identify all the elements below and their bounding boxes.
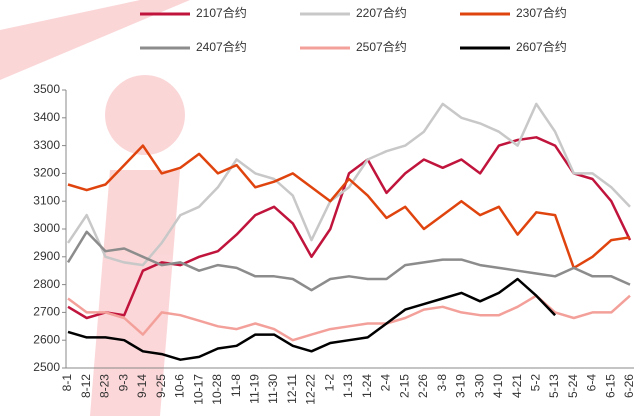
x-tick-label: 11-19 xyxy=(248,374,262,404)
series-line xyxy=(67,277,556,361)
legend-label: 2307合约 xyxy=(516,5,567,20)
legend-label: 2407合约 xyxy=(196,39,247,54)
series-line xyxy=(67,136,632,320)
x-tick-label: 5-13 xyxy=(547,374,561,398)
x-tick-label: 9-14 xyxy=(135,374,149,398)
x-tick-label: 1-24 xyxy=(360,374,374,398)
y-tick-label: 2700 xyxy=(33,305,60,319)
x-tick-label: 2-26 xyxy=(416,374,430,398)
x-tick-label: 12-22 xyxy=(304,374,318,405)
x-tick-label: 1-2 xyxy=(322,374,336,392)
y-tick-label: 3400 xyxy=(33,110,60,124)
legend-label: 2107合约 xyxy=(196,5,247,20)
x-tick-label: 10-28 xyxy=(210,374,224,405)
x-tick-label: 3-19 xyxy=(454,374,468,398)
y-tick-label: 2600 xyxy=(33,332,60,346)
x-tick-label: 4-10 xyxy=(491,374,505,398)
x-tick-label: 6-15 xyxy=(603,374,617,398)
series-line xyxy=(67,144,631,270)
y-tick-label: 3500 xyxy=(33,82,60,96)
x-tick-label: 12-11 xyxy=(285,374,299,404)
x-tick-label: 4-21 xyxy=(510,374,524,398)
x-tick-label: 11-8 xyxy=(229,374,243,397)
x-tick-label: 8-12 xyxy=(79,374,93,398)
x-tick-label: 3-8 xyxy=(435,374,449,392)
x-tick-label: 10-6 xyxy=(173,374,187,398)
series-line xyxy=(66,102,631,267)
x-tick-label: 6-4 xyxy=(585,374,599,392)
legend-label: 2507合约 xyxy=(356,39,407,54)
y-tick-label: 2900 xyxy=(33,249,60,263)
y-tick-label: 3000 xyxy=(33,221,60,235)
x-tick-label: 2-15 xyxy=(397,374,411,398)
legend-label: 2207合约 xyxy=(356,5,407,20)
x-tick-label: 6-26 xyxy=(622,374,636,398)
legend-label: 2607合约 xyxy=(516,39,567,54)
x-tick-label: 8-1 xyxy=(60,374,74,392)
x-tick-label: 2-4 xyxy=(379,374,393,392)
y-tick-label: 2800 xyxy=(33,277,60,291)
x-tick-label: 3-30 xyxy=(472,374,486,398)
x-tick-label: 10-17 xyxy=(191,374,205,405)
y-tick-label: 2500 xyxy=(33,360,60,374)
x-tick-label: 5-2 xyxy=(529,374,543,392)
x-tick-label: 8-23 xyxy=(98,374,112,398)
x-tick-label: 1-13 xyxy=(341,374,355,398)
y-tick-label: 3200 xyxy=(33,166,60,180)
x-tick-label: 5-24 xyxy=(566,374,580,398)
x-tick-label: 9-3 xyxy=(116,374,130,392)
x-tick-label: 11-30 xyxy=(266,374,280,404)
x-tick-label: 9-25 xyxy=(154,374,168,398)
y-tick-label: 3100 xyxy=(33,193,60,207)
y-tick-label: 3300 xyxy=(33,138,60,152)
series-line xyxy=(66,230,631,292)
